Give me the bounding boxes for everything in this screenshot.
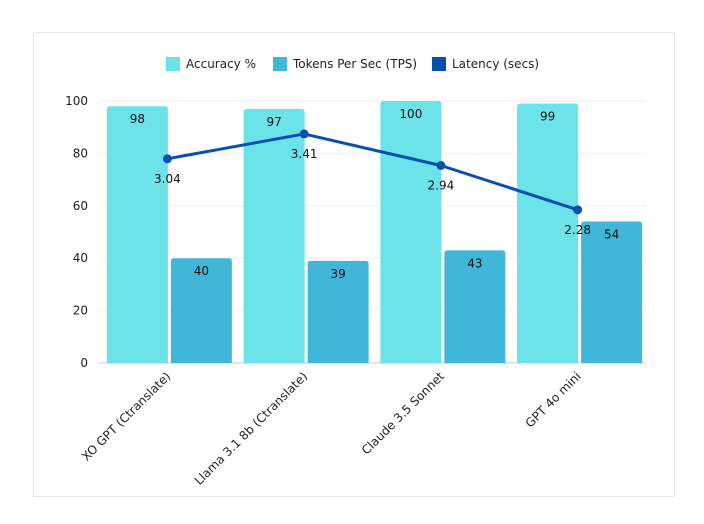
latency-point [436, 160, 446, 170]
bar [170, 258, 232, 363]
y-tick-label: 60 [73, 199, 88, 213]
bar [581, 221, 643, 363]
x-tick-label: Llama 3.1 8b (Ctranslate) [192, 369, 310, 487]
bar-value-label: 40 [194, 264, 209, 278]
latency-point [299, 129, 309, 139]
x-tick-label: Claude 3.5 Sonnet [359, 369, 447, 457]
latency-point [162, 154, 172, 164]
bar [380, 101, 442, 363]
y-tick-label: 40 [73, 251, 88, 265]
chart-frame: Accuracy % Tokens Per Sec (TPS) Latency (s… [33, 32, 675, 497]
y-tick-label: 0 [80, 356, 88, 370]
legend-swatch [273, 57, 287, 71]
bar-value-label: 54 [604, 228, 619, 242]
y-tick-label: 100 [65, 94, 88, 108]
latency-line: 3.04 3.41 2.94 2.28 [154, 129, 591, 237]
legend-label: Accuracy % [186, 57, 256, 71]
bar-value-label: 99 [540, 110, 555, 124]
legend-label: Tokens Per Sec (TPS) [292, 57, 417, 71]
bar-value-label: 43 [467, 256, 482, 270]
legend-swatch [166, 57, 180, 71]
latency-line-path [167, 132, 579, 212]
x-tick-label: GPT 4o mini [523, 369, 584, 430]
bar-value-label: 97 [266, 115, 281, 129]
y-tick-label: 80 [73, 146, 88, 160]
bar [517, 103, 579, 364]
bar [444, 250, 506, 363]
bar-value-label: 39 [330, 267, 345, 281]
bar-value-label: 98 [130, 112, 145, 126]
bar [307, 260, 369, 363]
chart: Accuracy % Tokens Per Sec (TPS) Latency (s… [65, 57, 646, 488]
y-tick-label: 20 [73, 304, 88, 318]
latency-value-label: 3.41 [291, 147, 318, 161]
y-axis: 0 20 40 60 80 100 [65, 94, 88, 370]
legend-swatch [432, 57, 446, 71]
latency-value-label: 2.94 [428, 178, 455, 192]
bar-value-label: 100 [399, 107, 422, 121]
bar [106, 106, 168, 364]
legend: Accuracy % Tokens Per Sec (TPS) Latency (s… [166, 57, 539, 71]
bar [243, 108, 305, 363]
legend-label: Latency (secs) [452, 57, 539, 71]
bars: 98 40 97 39 100 43 99 54 [106, 101, 643, 364]
latency-value-label: 3.04 [154, 172, 181, 186]
x-tick-label: XO GPT (Ctranslate) [79, 369, 174, 464]
latency-point [573, 205, 583, 215]
latency-value-label: 2.28 [564, 223, 591, 237]
x-axis: XO GPT (Ctranslate) Llama 3.1 8b (Ctransl… [79, 369, 584, 488]
